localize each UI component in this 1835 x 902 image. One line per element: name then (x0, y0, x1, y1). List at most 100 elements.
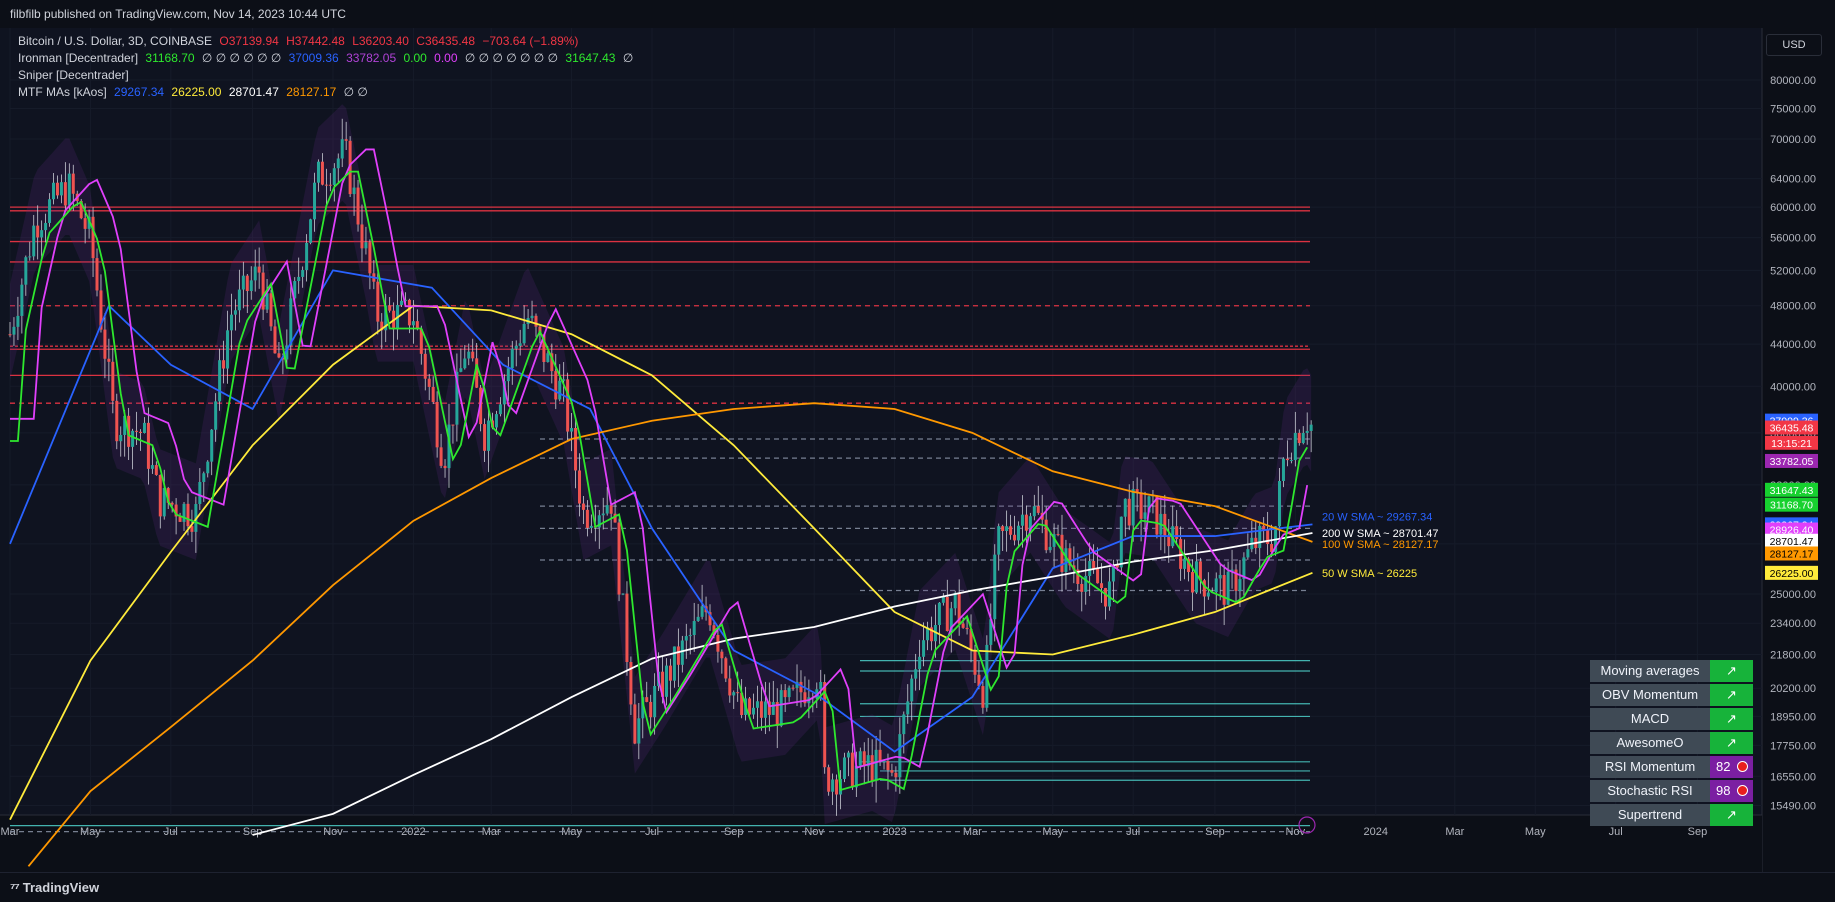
sniper-name[interactable]: Sniper [Decentrader] (18, 68, 129, 82)
candle-body (874, 749, 878, 781)
panel-label: MACD (1590, 708, 1710, 730)
legend-mtf-mas: MTF MAs [kAos] 29267.34 26225.00 28701.4… (18, 85, 372, 99)
candle-body (1226, 571, 1230, 605)
candle-body (1139, 492, 1143, 519)
candle-body (1009, 526, 1013, 535)
candle-body (961, 623, 965, 628)
candle-body (443, 465, 447, 469)
candle-body (1246, 549, 1250, 558)
candle-body (376, 281, 380, 322)
candle-body (1266, 529, 1270, 545)
candle-body (755, 701, 759, 708)
ironman-nulls1: ∅ ∅ ∅ ∅ ∅ ∅ (201, 51, 282, 65)
mtf-nulls: ∅ ∅ (343, 85, 368, 99)
candle-body (245, 275, 249, 292)
candle-body (566, 379, 570, 432)
price-axis-tag (1765, 533, 1818, 548)
candle-body (957, 592, 961, 624)
candle-body (364, 242, 368, 249)
candle-body (728, 678, 732, 696)
candle-body (613, 513, 617, 523)
candle-body (154, 465, 158, 475)
candle-body (320, 161, 324, 185)
candle-body (135, 430, 139, 432)
candle-body (71, 173, 75, 194)
candle-body (324, 184, 328, 186)
time-tick-label: Nov (323, 826, 343, 838)
candle-body (265, 293, 269, 310)
change-value: −703.64 (−1.89%) (482, 34, 579, 48)
ironman-name[interactable]: Ironman [Decentrader] (18, 51, 139, 65)
candle-body (170, 502, 174, 505)
time-tick-label: 2024 (1364, 826, 1388, 838)
candle-body (803, 692, 807, 704)
candle-body (48, 199, 52, 223)
candle-body (633, 704, 637, 744)
candle-body (700, 606, 704, 617)
candle-body (1258, 525, 1262, 549)
candle-body (8, 334, 12, 336)
price-tick-label: 75000.00 (1770, 104, 1816, 116)
candle-body (581, 503, 585, 510)
time-tick-label: Jul (1126, 826, 1140, 838)
candle-body (1135, 489, 1139, 493)
candle-body (965, 627, 969, 630)
candle-body (605, 505, 609, 514)
candle-body (625, 593, 629, 663)
price-tick-label: 21800.00 (1770, 650, 1816, 662)
candle-body (344, 139, 348, 141)
candle-body (178, 516, 182, 522)
candle-body (1107, 581, 1111, 607)
candle-body (447, 424, 451, 469)
candle-body (1080, 583, 1084, 592)
currency-button[interactable]: USD (1766, 34, 1822, 56)
candle-body (368, 242, 372, 274)
price-tick-label: 23400.00 (1770, 618, 1816, 630)
ironman-nulls2: ∅ ∅ ∅ ∅ ∅ ∅ ∅ (464, 51, 559, 65)
panel-value: 82 (1710, 756, 1753, 778)
panel-arrow-icon: ↗ (1710, 660, 1753, 682)
price-chart[interactable]: Mar May Jul Sep Nov 2022 Mar May Jul Sep Nov 2023 Ma… (0, 28, 1835, 872)
candle-body (981, 686, 985, 708)
candle-body (684, 636, 688, 641)
candle-body (696, 616, 700, 622)
candle-body (680, 640, 684, 665)
candle-body (945, 596, 949, 631)
price-axis-tag-label: 31168.70 (1770, 500, 1813, 512)
candle-body (348, 140, 352, 195)
candle-body (775, 702, 779, 726)
candle-body (44, 222, 48, 231)
candle-body (589, 525, 593, 528)
time-tick-label: Mar (1445, 826, 1464, 838)
candle-body (455, 371, 459, 425)
price-axis-background (1762, 28, 1835, 872)
candle-body (668, 665, 672, 681)
candle-body (621, 593, 625, 595)
candle-body (467, 351, 471, 359)
ironman-v4: 0.00 (403, 51, 427, 65)
candle-body (87, 216, 91, 229)
time-tick-label: Sep (1205, 826, 1225, 838)
price-tick-label: 40000.00 (1770, 381, 1816, 393)
candle-body (550, 353, 554, 372)
candle-body (918, 656, 922, 670)
candle-body (1044, 519, 1048, 551)
symbol-name[interactable]: Bitcoin / U.S. Dollar, 3D, COINBASE (18, 34, 213, 48)
candle-body (601, 513, 605, 516)
candle-body (831, 779, 835, 792)
candle-body (914, 669, 918, 679)
panel-row-supertrend: Supertrend ↗ (1590, 804, 1753, 826)
candle-body (1238, 579, 1242, 591)
candle-body (1305, 430, 1309, 433)
time-tick-label: Jul (164, 826, 178, 838)
mtf-name[interactable]: MTF MAs [kAos] (18, 85, 107, 99)
panel-label: AwesomeO (1590, 732, 1710, 754)
candle-body (463, 358, 467, 369)
candle-body (423, 353, 427, 379)
candle-body (779, 690, 783, 726)
publish-info: filbfilb published on TradingView.com, N… (10, 7, 346, 21)
candle-body (301, 270, 305, 277)
candle-body (59, 182, 63, 196)
candle-body (166, 488, 170, 503)
tradingview-logo[interactable]: ⁷⁷ TradingView (10, 880, 99, 895)
